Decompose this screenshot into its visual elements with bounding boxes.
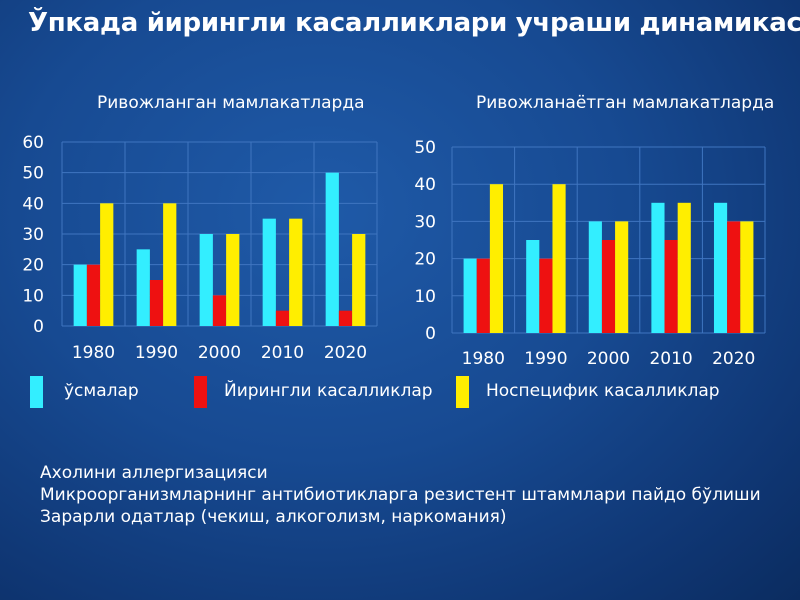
chart-1-x-tick-label: 2010 xyxy=(261,343,304,363)
note-line: Микроорганизмларнинг антибиотикларга рез… xyxy=(40,485,761,505)
chart-2-bar-s3-2010 xyxy=(677,202,691,333)
chart-1-y-tick-label: 50 xyxy=(22,164,44,184)
notes-list: Ахолини аллергизацияси Микроорганизмларн… xyxy=(40,462,800,528)
chart-2-x-tick-label: 1990 xyxy=(524,349,567,369)
chart-2-bar-s3-1980 xyxy=(489,184,504,333)
chart-2-y-tick-label: 10 xyxy=(414,287,436,307)
chart-1-bar-s2-1990 xyxy=(149,280,164,326)
slide-title: Ўпкада йирингли касалликлари учраши дина… xyxy=(28,8,800,38)
chart-1-x-tick-label: 1980 xyxy=(72,343,115,363)
legend-swatch-tumors xyxy=(30,376,43,408)
chart-2-x-tick-label: 2000 xyxy=(587,349,630,369)
chart-2-bar-s1-1990 xyxy=(526,240,540,333)
chart-1-bar-s2-2010 xyxy=(275,310,290,326)
chart-2-bar-s1-2000 xyxy=(588,221,602,333)
chart-1-bar-s3-2010 xyxy=(289,218,303,326)
legend-label-tumors: ўсмалар xyxy=(64,381,139,401)
chart-2-bar-s3-1990 xyxy=(552,184,566,333)
chart-1-bar-s1-1980 xyxy=(73,264,87,326)
chart-2-y-tick-label: 0 xyxy=(425,324,436,344)
chart-2-bar-s2-1980 xyxy=(476,258,490,333)
chart-1-bar-s3-1980 xyxy=(100,203,114,326)
chart-1-bar-s2-2000 xyxy=(212,295,227,326)
chart-1-bar-s1-2010 xyxy=(262,218,276,326)
legend-label-nonspecific: Носпецифик касалликлар xyxy=(486,381,720,401)
chart-2-bar-s1-2020 xyxy=(713,202,728,333)
note-line: Зарарли одатлар (чекиш, алкоголизм, нарк… xyxy=(40,507,507,527)
chart-2-bar-s1-2010 xyxy=(651,202,665,333)
chart-2-x-tick-label: 2010 xyxy=(649,349,692,369)
chart-1-bar-s1-2020 xyxy=(325,172,339,326)
chart-1-bar-s2-2020 xyxy=(338,310,353,326)
chart-1-bar-s1-2000 xyxy=(199,234,213,326)
note-line: Ахолини аллергизацияси xyxy=(40,463,268,483)
chart-2-y-tick-label: 30 xyxy=(414,212,436,232)
chart-2-bar-s1-1980 xyxy=(463,258,477,333)
chart-2-bar-s3-2020 xyxy=(740,221,754,333)
chart-1-bar-s3-2020 xyxy=(352,234,366,326)
chart-2-bar-s2-1990 xyxy=(539,258,553,333)
chart-2-y-tick-label: 40 xyxy=(414,175,436,195)
chart-1-y-tick-label: 0 xyxy=(33,317,44,337)
chart-2-bar-s3-2000 xyxy=(615,221,629,333)
chart-2-bar-s2-2020 xyxy=(727,221,741,333)
chart-1-y-tick-label: 10 xyxy=(22,286,44,306)
chart-1-y-tick-label: 30 xyxy=(22,225,44,245)
chart-2-bar-s2-2000 xyxy=(601,240,616,333)
legend-swatch-purulent xyxy=(194,376,207,408)
chart-1-x-tick-label: 2000 xyxy=(198,343,241,363)
chart-2-y-tick-label: 20 xyxy=(414,250,436,270)
chart-1-x-tick-label: 1990 xyxy=(135,343,178,363)
chart-2-y-tick-label: 50 xyxy=(414,138,436,158)
legend-label-purulent: Йирингли касалликлар xyxy=(224,381,433,401)
chart-1-title: Ривожланган мамлакатларда xyxy=(97,93,365,113)
chart-2-title: Ривожланаётган мамлакатларда xyxy=(476,93,775,113)
chart-2-bar-s2-2010 xyxy=(664,240,678,333)
chart-1-bar-s3-1990 xyxy=(163,203,177,326)
chart-1-x-tick-label: 2020 xyxy=(324,343,367,363)
chart-1-bar-s1-1990 xyxy=(136,249,150,326)
legend-swatch-nonspecific xyxy=(456,376,469,408)
chart-1-y-tick-label: 20 xyxy=(22,256,44,276)
chart-1-bar-s2-1980 xyxy=(86,264,101,326)
chart-1-y-tick-label: 40 xyxy=(22,194,44,214)
chart-1-y-tick-label: 60 xyxy=(22,133,44,153)
chart-2-x-tick-label: 2020 xyxy=(712,349,755,369)
chart-2-x-tick-label: 1980 xyxy=(462,349,505,369)
chart-1-bar-s3-2000 xyxy=(226,234,240,326)
